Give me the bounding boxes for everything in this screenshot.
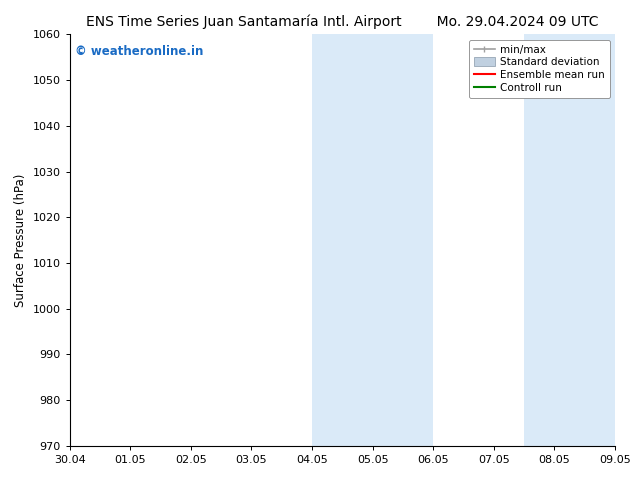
Text: © weatheronline.in: © weatheronline.in	[75, 45, 204, 58]
Bar	[524, 34, 615, 446]
Legend: min/max, Standard deviation, Ensemble mean run, Controll run: min/max, Standard deviation, Ensemble me…	[469, 40, 610, 98]
Y-axis label: Surface Pressure (hPa): Surface Pressure (hPa)	[14, 173, 27, 307]
Bar	[312, 34, 433, 446]
Title: ENS Time Series Juan Santamaría Intl. Airport        Mo. 29.04.2024 09 UTC: ENS Time Series Juan Santamaría Intl. Ai…	[86, 15, 598, 29]
